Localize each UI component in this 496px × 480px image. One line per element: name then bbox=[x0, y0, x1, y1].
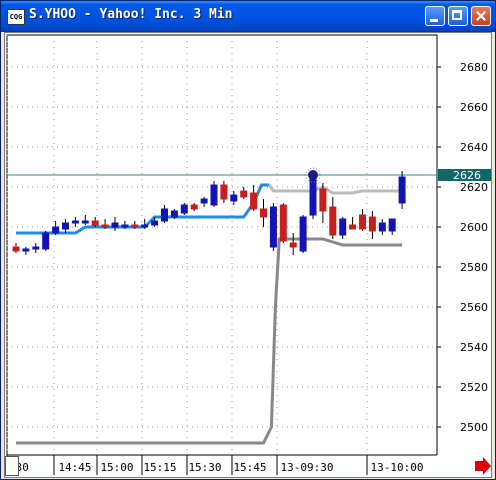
x-tick-label: 15:30 bbox=[188, 461, 221, 474]
candle-body bbox=[220, 184, 228, 200]
minimize-icon bbox=[426, 7, 444, 25]
candle-body bbox=[349, 224, 357, 230]
candle-body bbox=[329, 206, 337, 236]
study-line bbox=[268, 184, 403, 195]
candle-body bbox=[250, 192, 258, 210]
close-button[interactable] bbox=[471, 6, 491, 26]
chart-area[interactable]: 2500 2520 2540 2560 2580 2600 2620 2640 2660 2680… bbox=[4, 32, 492, 478]
candle-body bbox=[378, 222, 386, 232]
candle-body bbox=[81, 220, 89, 224]
candle-body bbox=[398, 176, 406, 204]
app-icon[interactable]: CQG bbox=[7, 9, 25, 25]
candle-body bbox=[91, 220, 99, 226]
candle-body bbox=[230, 194, 238, 202]
y-tick-label: 2580 bbox=[460, 261, 488, 274]
window-title: S.YHOO - Yahoo! Inc. 3 Min bbox=[29, 7, 233, 22]
price-chart[interactable]: 2500 2520 2540 2560 2580 2600 2620 2640 2660 2680… bbox=[5, 33, 491, 477]
y-tick-label: 2560 bbox=[460, 301, 488, 314]
candle-body bbox=[131, 224, 139, 228]
candle-body bbox=[368, 216, 376, 232]
x-tick-label: 15:15 bbox=[143, 461, 176, 474]
x-tick-label: 15:45 bbox=[233, 461, 266, 474]
marker-glow bbox=[305, 167, 321, 183]
candle-body bbox=[22, 248, 30, 252]
study-line bbox=[16, 237, 403, 445]
candle-body bbox=[121, 224, 129, 228]
candle-body bbox=[151, 220, 159, 226]
candle-body bbox=[279, 204, 287, 242]
candle-body bbox=[71, 220, 79, 224]
study-line bbox=[16, 183, 270, 235]
candle-body bbox=[101, 224, 109, 228]
minimize-button[interactable] bbox=[425, 6, 445, 26]
x-axis-band bbox=[5, 455, 491, 477]
candle-body bbox=[260, 208, 267, 218]
candle-body bbox=[200, 198, 208, 204]
close-icon bbox=[472, 7, 490, 25]
y-tick-label: 2620 bbox=[460, 181, 488, 194]
x-tick-label: 15:00 bbox=[100, 461, 133, 474]
candle-body bbox=[210, 184, 218, 206]
candle-body bbox=[170, 210, 178, 218]
candle-body bbox=[32, 246, 40, 250]
candle-body bbox=[299, 216, 307, 252]
candle-body bbox=[240, 190, 248, 198]
candle-body bbox=[111, 222, 119, 228]
candle-body bbox=[339, 218, 347, 236]
candle-body bbox=[359, 214, 366, 230]
last-price-label: 2626 bbox=[453, 169, 481, 182]
x-tick-label: 13-10:00 bbox=[371, 461, 424, 474]
marker-star-icon bbox=[308, 170, 318, 180]
candle-body bbox=[52, 226, 60, 234]
candle-body bbox=[180, 204, 188, 214]
candle-body bbox=[42, 232, 50, 250]
maximize-button[interactable] bbox=[448, 6, 468, 26]
candle-body bbox=[309, 176, 317, 216]
y-tick-label: 2660 bbox=[460, 101, 488, 114]
last-price-box bbox=[438, 169, 491, 181]
candle-body bbox=[388, 218, 396, 232]
candle-body bbox=[141, 224, 149, 228]
y-tick-label: 2680 bbox=[460, 61, 488, 74]
y-tick-label: 2540 bbox=[460, 341, 488, 354]
y-tick-label: 2500 bbox=[460, 421, 488, 434]
candle-body bbox=[269, 206, 277, 248]
candle-body bbox=[161, 208, 168, 222]
y-tick-label: 2640 bbox=[460, 141, 488, 154]
scroll-right-icon bbox=[475, 457, 491, 475]
candle-body bbox=[190, 204, 198, 210]
x-tick-label: 13-09:30 bbox=[281, 461, 334, 474]
scroll-handle[interactable] bbox=[5, 456, 19, 476]
y-tick-label: 2600 bbox=[460, 221, 488, 234]
x-tick-label: 14:45 bbox=[58, 461, 91, 474]
candle-body bbox=[289, 242, 297, 248]
candle-body bbox=[12, 246, 20, 252]
candle-body bbox=[319, 188, 327, 212]
y-tick-label: 2520 bbox=[460, 381, 488, 394]
maximize-icon bbox=[449, 7, 467, 25]
candle-body bbox=[62, 222, 69, 230]
title-bar[interactable]: CQG S.YHOO - Yahoo! Inc. 3 Min bbox=[1, 1, 495, 32]
